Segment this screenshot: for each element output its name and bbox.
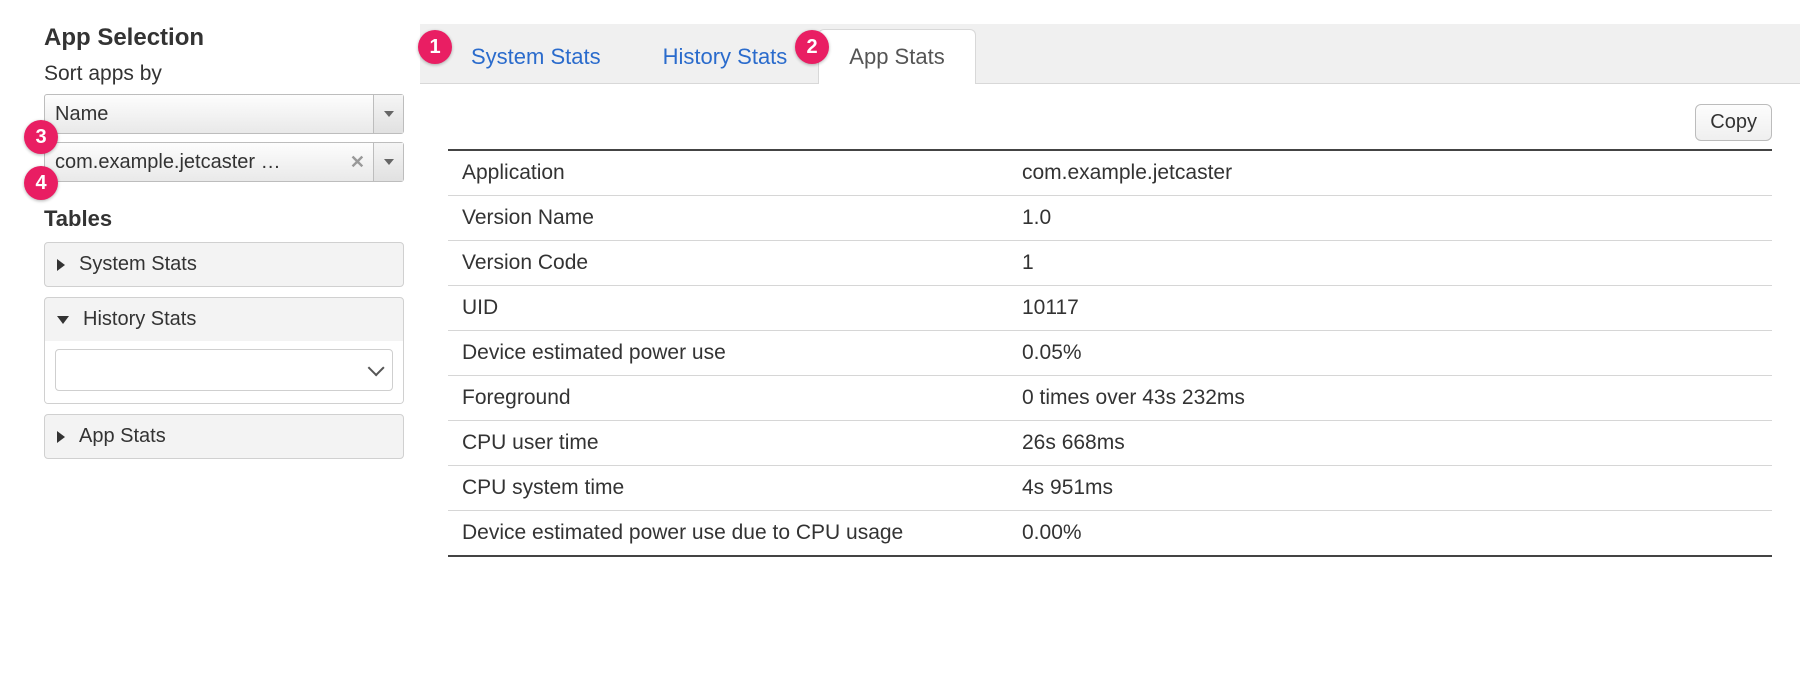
stat-value: 0 times over 43s 232ms [1008,376,1772,421]
stat-value: 10117 [1008,286,1772,331]
accordion-app-stats[interactable]: App Stats [44,414,404,459]
stat-key: CPU user time [448,421,1008,466]
accordion-label: System Stats [79,253,197,276]
chevron-down-icon [368,359,385,376]
accordion-system-stats[interactable]: System Stats [44,242,404,287]
stat-value: 1.0 [1008,196,1772,241]
caret-down-icon [57,316,69,324]
table-row: UID10117 [448,286,1772,331]
table-row: CPU user time26s 668ms [448,421,1772,466]
stats-table: Applicationcom.example.jetcasterVersion … [448,149,1772,557]
annotation-badge: 2 [795,30,829,64]
accordion-body [45,341,403,403]
tables-heading: Tables [44,206,404,232]
table-row: CPU system time4s 951ms [448,466,1772,511]
copy-button[interactable]: Copy [1695,104,1772,141]
sidebar-title: App Selection [44,24,404,52]
sidebar: App Selection Sort apps by Name com.exam… [0,0,420,680]
chevron-down-icon [373,143,403,181]
tab-app-stats[interactable]: App Stats [818,29,975,84]
stat-key: Version Code [448,241,1008,286]
chevron-down-icon [373,95,403,133]
caret-right-icon [57,259,65,271]
table-row: Device estimated power use due to CPU us… [448,511,1772,557]
tab-history-stats[interactable]: History Stats [632,29,819,84]
accordion-label: History Stats [83,308,196,331]
stat-key: CPU system time [448,466,1008,511]
caret-right-icon [57,431,65,443]
clear-icon[interactable]: ✕ [342,152,373,173]
app-select-value: com.example.jetcaster … [55,151,342,174]
main-panel: System Stats History Stats App Stats Cop… [420,0,1800,680]
app-select[interactable]: com.example.jetcaster … ✕ [44,142,404,182]
annotation-badge: 3 [24,120,58,154]
annotation-badge: 1 [418,30,452,64]
sort-select-value: Name [55,103,373,126]
accordion-label: App Stats [79,425,166,448]
tab-bar: System Stats History Stats App Stats [420,24,1800,84]
table-row: Device estimated power use0.05% [448,331,1772,376]
table-row: Version Code1 [448,241,1772,286]
accordion-history-stats[interactable]: History Stats [44,297,404,404]
table-row: Applicationcom.example.jetcaster [448,150,1772,196]
stat-key: Device estimated power use [448,331,1008,376]
stat-key: Foreground [448,376,1008,421]
tab-system-stats[interactable]: System Stats [440,29,632,84]
stat-value: 4s 951ms [1008,466,1772,511]
stat-key: Application [448,150,1008,196]
stat-value: 0.05% [1008,331,1772,376]
table-row: Foreground0 times over 43s 232ms [448,376,1772,421]
stat-value: 1 [1008,241,1772,286]
stat-value: 0.00% [1008,511,1772,557]
stat-value: com.example.jetcaster [1008,150,1772,196]
stat-key: UID [448,286,1008,331]
sort-select[interactable]: Name [44,94,404,134]
stat-key: Device estimated power use due to CPU us… [448,511,1008,557]
annotation-badge: 4 [24,166,58,200]
sort-label: Sort apps by [44,62,404,86]
table-row: Version Name1.0 [448,196,1772,241]
stat-key: Version Name [448,196,1008,241]
stat-value: 26s 668ms [1008,421,1772,466]
history-stats-select[interactable] [55,349,393,391]
